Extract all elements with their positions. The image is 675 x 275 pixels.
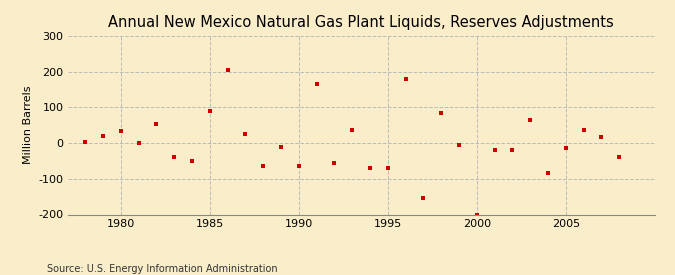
Y-axis label: Million Barrels: Million Barrels bbox=[23, 86, 32, 164]
Title: Annual New Mexico Natural Gas Plant Liquids, Reserves Adjustments: Annual New Mexico Natural Gas Plant Liqu… bbox=[108, 15, 614, 31]
Text: Source: U.S. Energy Information Administration: Source: U.S. Energy Information Administ… bbox=[47, 264, 278, 274]
